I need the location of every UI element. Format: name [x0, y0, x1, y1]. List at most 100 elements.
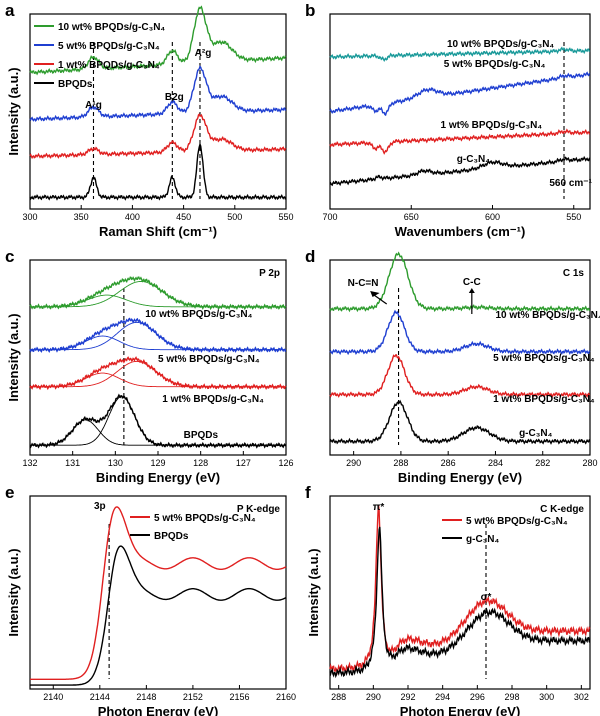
panel-label: d [305, 247, 315, 266]
annotation-label: 10 wt% BPQDs/g-C₃N₄ [495, 310, 600, 321]
annotation-label: 10 wt% BPQDs/g-C₃N₄ [145, 309, 252, 320]
x-tick-label: 128 [193, 458, 208, 468]
panel-label: f [305, 483, 311, 502]
annotation-label: BPQDs [184, 430, 219, 441]
x-tick-label: 2152 [183, 692, 203, 702]
x-tick-label: 2156 [229, 692, 249, 702]
x-tick-label: 284 [488, 458, 503, 468]
annotation-label: 5 wt% BPQDs/g-C₃N₄ [158, 354, 260, 365]
plot-frame [29, 495, 287, 690]
fit-component-curve [30, 280, 286, 308]
x-tick-label: 302 [574, 692, 589, 702]
annotation-label: g-C₃N₄ [519, 428, 553, 439]
x-axis-label: Photon Energy (eV) [400, 704, 521, 716]
series-line [329, 251, 591, 313]
series-line [29, 393, 287, 449]
panel-corner-title: P 2p [259, 268, 280, 279]
x-tick-label: 298 [504, 692, 519, 702]
panel-label: c [5, 247, 14, 266]
x-tick-label: 126 [278, 458, 293, 468]
legend-entry: 5 wt% BPQDs/g-C₃N₄ [58, 41, 160, 52]
series-line [329, 155, 591, 187]
legend-entry: g-C₃N₄ [466, 534, 500, 545]
x-tick-label: 296 [470, 692, 485, 702]
x-tick-label: 650 [404, 212, 419, 222]
x-tick-label: 290 [366, 692, 381, 702]
series-line [329, 46, 591, 62]
plot-frame [329, 495, 591, 690]
x-tick-label: 131 [65, 458, 80, 468]
annotation-label: 1 wt% BPQDs/g-C₃N₄ [162, 394, 264, 405]
legend-entry: 5 wt% BPQDs/g-C₃N₄ [154, 513, 256, 524]
panel-corner-title: C 1s [563, 268, 585, 279]
annotation-label: 10 wt% BPQDs/g-C₃N₄ [447, 39, 554, 50]
series-line [329, 526, 591, 679]
series-line [329, 128, 591, 155]
series-line [329, 354, 591, 399]
x-tick-label: 286 [441, 458, 456, 468]
y-axis-label: Intensity (a.u.) [306, 548, 321, 636]
annotation-label: π* [373, 502, 385, 513]
chart-panel-c: 132 131 130 129 128 127 126 c Binding Energy (eV… [5, 247, 294, 485]
x-tick-label: 450 [176, 212, 191, 222]
series-line [329, 399, 591, 445]
plot-frame [329, 259, 591, 456]
x-tick-label: 282 [535, 458, 550, 468]
series-line [29, 317, 287, 354]
x-tick-label: 2140 [43, 692, 63, 702]
arrow-head [370, 291, 380, 297]
x-tick-label: 600 [485, 212, 500, 222]
x-tick-label: 130 [108, 458, 123, 468]
x-tick-label: 280 [582, 458, 597, 468]
series-line [29, 142, 287, 201]
arrow-head [468, 288, 475, 293]
panel-corner-title: C K-edge [540, 504, 584, 515]
x-tick-label: 288 [393, 458, 408, 468]
x-axis-label: Photon Energy (eV) [98, 704, 219, 716]
x-tick-label: 292 [400, 692, 415, 702]
legend-entry: BPQDs [58, 79, 93, 90]
x-tick-label: 294 [435, 692, 450, 702]
annotation-label: 560 cm⁻¹ [549, 178, 592, 189]
chart-panel-d: 290 288 286 284 282 280 d Binding Energy (eV) C … [305, 247, 600, 485]
legend-entry: 10 wt% BPQDs/g-C₃N₄ [58, 22, 165, 33]
plot-frame [29, 13, 287, 210]
chart-panel-f: 288 290 292 294 296 298 300 302 f Photon Energy (… [305, 483, 591, 716]
series-line [29, 113, 287, 160]
x-tick-label: 2148 [136, 692, 156, 702]
y-axis-label: Intensity (a.u.) [6, 548, 21, 636]
series-line [329, 504, 591, 676]
panel-label: b [305, 1, 315, 20]
x-tick-label: 550 [278, 212, 293, 222]
x-tick-label: 550 [566, 212, 581, 222]
x-tick-label: 500 [227, 212, 242, 222]
panel-label: e [5, 483, 14, 502]
x-axis-label: Binding Energy (eV) [96, 470, 220, 485]
x-axis-label: Wavenumbers (cm⁻¹) [395, 224, 526, 239]
annotation-label: A²g [195, 48, 212, 59]
annotation-label: 1 wt% BPQDs/g-C₃N₄ [493, 394, 595, 405]
x-tick-label: 400 [125, 212, 140, 222]
x-tick-label: 2160 [276, 692, 296, 702]
x-tick-label: 129 [150, 458, 165, 468]
annotation-label: N-C=N [348, 278, 379, 289]
series-line [329, 309, 591, 356]
legend-entry: BPQDs [154, 531, 189, 542]
series-line [29, 5, 287, 76]
x-axis-label: Binding Energy (eV) [398, 470, 522, 485]
series-line [30, 545, 287, 686]
annotation-label: 5 wt% BPQDs/g-C₃N₄ [493, 353, 595, 364]
x-tick-label: 132 [22, 458, 37, 468]
series-line [29, 356, 287, 391]
panel-corner-title: P K-edge [237, 504, 281, 515]
x-tick-label: 300 [539, 692, 554, 702]
annotation-label: C-C [463, 277, 481, 288]
annotation-label: 3p [94, 501, 106, 512]
annotation-label: 1 wt% BPQDs/g-C₃N₄ [441, 120, 543, 131]
annotation-label: 5 wt% BPQDs/g-C₃N₄ [444, 59, 546, 70]
x-axis-label: Raman Shift (cm⁻¹) [99, 224, 217, 239]
annotation-label: B2g [165, 92, 184, 103]
chart-panel-a: 300 350 400 450 500 550 a Raman Shift (cm⁻¹) Int… [5, 1, 294, 239]
annotation-label: g-C₃N₄ [457, 154, 491, 165]
